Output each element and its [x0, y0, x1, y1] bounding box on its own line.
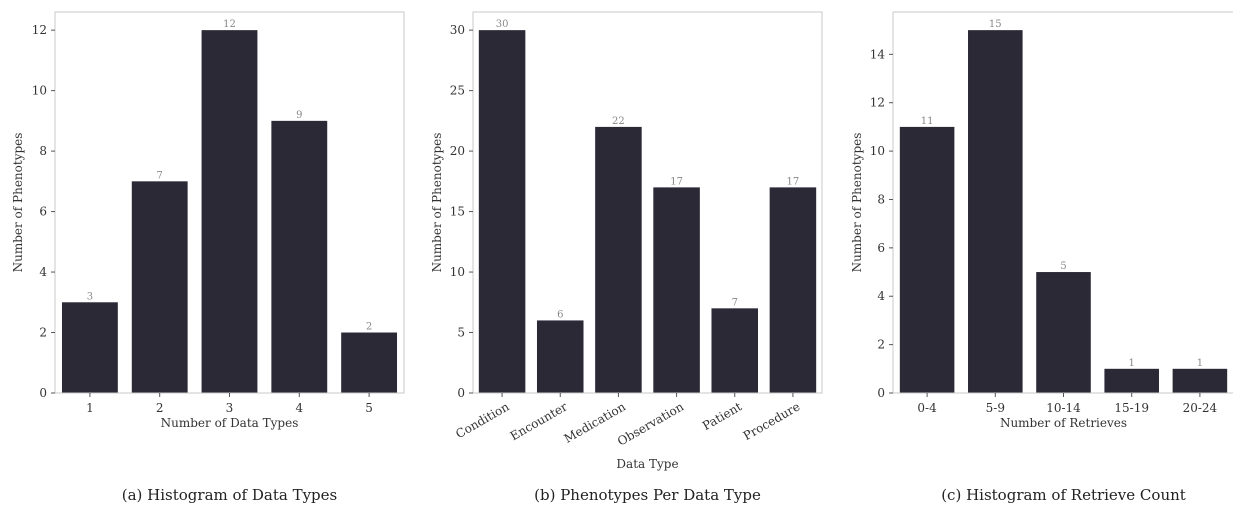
- data-label: 11: [921, 116, 934, 127]
- x-tick-label: 2: [156, 401, 164, 415]
- y-tick-label: 14: [870, 47, 886, 61]
- y-tick-label: 8: [877, 192, 885, 206]
- x-axis-label: Data Type: [616, 457, 678, 471]
- x-tick-label: 10-14: [1046, 401, 1081, 415]
- x-tick-label: Condition: [453, 399, 512, 441]
- bar: [653, 187, 700, 393]
- bar: [61, 302, 118, 393]
- data-label: 1: [1129, 358, 1135, 369]
- x-tick-label: Encounter: [508, 399, 570, 443]
- data-label: 2: [366, 322, 372, 333]
- x-tick-label: 0-4: [917, 401, 937, 415]
- y-tick-label: 8: [39, 144, 47, 158]
- bar: [595, 126, 642, 394]
- y-tick-label: 12: [32, 23, 47, 37]
- data-label: 1: [1197, 358, 1203, 369]
- x-tick-label: Observation: [615, 399, 686, 448]
- bar: [271, 120, 328, 394]
- y-tick-label: 30: [450, 23, 465, 37]
- y-tick-label: 4: [877, 289, 885, 303]
- bar: [711, 308, 759, 393]
- x-tick-label: 1: [86, 401, 94, 415]
- data-label: 7: [157, 170, 163, 181]
- y-axis-label: Number of Phenotypes: [850, 133, 864, 273]
- bar: [536, 320, 584, 393]
- bar: [131, 181, 188, 393]
- data-label: 7: [732, 297, 738, 308]
- y-tick-label: 20: [450, 144, 465, 158]
- y-tick-label: 12: [870, 96, 885, 110]
- x-tick-label: Patient: [700, 399, 744, 433]
- y-tick-label: 0: [39, 386, 47, 400]
- bar: [478, 30, 526, 393]
- data-label: 22: [612, 116, 625, 127]
- y-tick-label: 4: [39, 265, 47, 279]
- y-tick-label: 25: [450, 84, 465, 98]
- bar: [1172, 368, 1228, 393]
- y-tick-label: 10: [450, 265, 465, 279]
- chart-panel-2: 30 6 22 17 7 17 0 5 10 15 20 25 30 ConditionEncounter…: [430, 11, 823, 504]
- x-tick-label: 20-24: [1183, 401, 1218, 415]
- data-label: 3: [87, 291, 93, 302]
- bar: [968, 30, 1023, 393]
- data-label: 9: [296, 110, 302, 121]
- y-tick-label: 15: [450, 205, 465, 219]
- plot-frame: [472, 11, 823, 394]
- data-label: 17: [787, 176, 800, 187]
- bar: [1104, 368, 1159, 393]
- y-tick-label: 6: [39, 205, 47, 219]
- bar: [1036, 272, 1091, 393]
- data-label: 12: [223, 19, 236, 30]
- bar: [769, 187, 817, 393]
- y-tick-label: 10: [32, 84, 47, 98]
- chart-caption: (b) Phenotypes Per Data Type: [534, 486, 761, 504]
- y-tick-label: 6: [877, 241, 885, 255]
- y-axis-label: Number of Phenotypes: [11, 133, 25, 273]
- data-label: 17: [670, 176, 683, 187]
- x-tick-label: 5-9: [986, 401, 1005, 415]
- bar: [341, 332, 398, 393]
- data-label: 15: [989, 19, 1002, 30]
- x-tick-label: 3: [226, 401, 234, 415]
- y-tick-label: 0: [877, 386, 885, 400]
- y-axis-label: Number of Phenotypes: [430, 133, 444, 273]
- y-tick-label: 5: [457, 326, 465, 340]
- data-label: 6: [557, 309, 563, 320]
- y-tick-label: 10: [870, 144, 885, 158]
- x-axis-label: Number of Data Types: [161, 416, 299, 430]
- y-tick-label: 2: [39, 326, 47, 340]
- data-label: 5: [1060, 261, 1066, 272]
- x-tick-label: Procedure: [741, 399, 803, 443]
- y-tick-label: 0: [457, 386, 465, 400]
- x-tick-label: 5: [365, 401, 373, 415]
- chart-caption: (a) Histogram of Data Types: [122, 486, 337, 504]
- bar: [201, 30, 258, 393]
- y-tick-label: 2: [877, 338, 885, 352]
- bar: [899, 126, 955, 394]
- x-axis-label: Number of Retrieves: [1000, 416, 1127, 430]
- data-label: 30: [496, 19, 509, 30]
- x-tick-label: 15-19: [1114, 401, 1149, 415]
- chart-caption: (c) Histogram of Retrieve Count: [941, 486, 1186, 504]
- x-tick-label: 4: [295, 401, 303, 415]
